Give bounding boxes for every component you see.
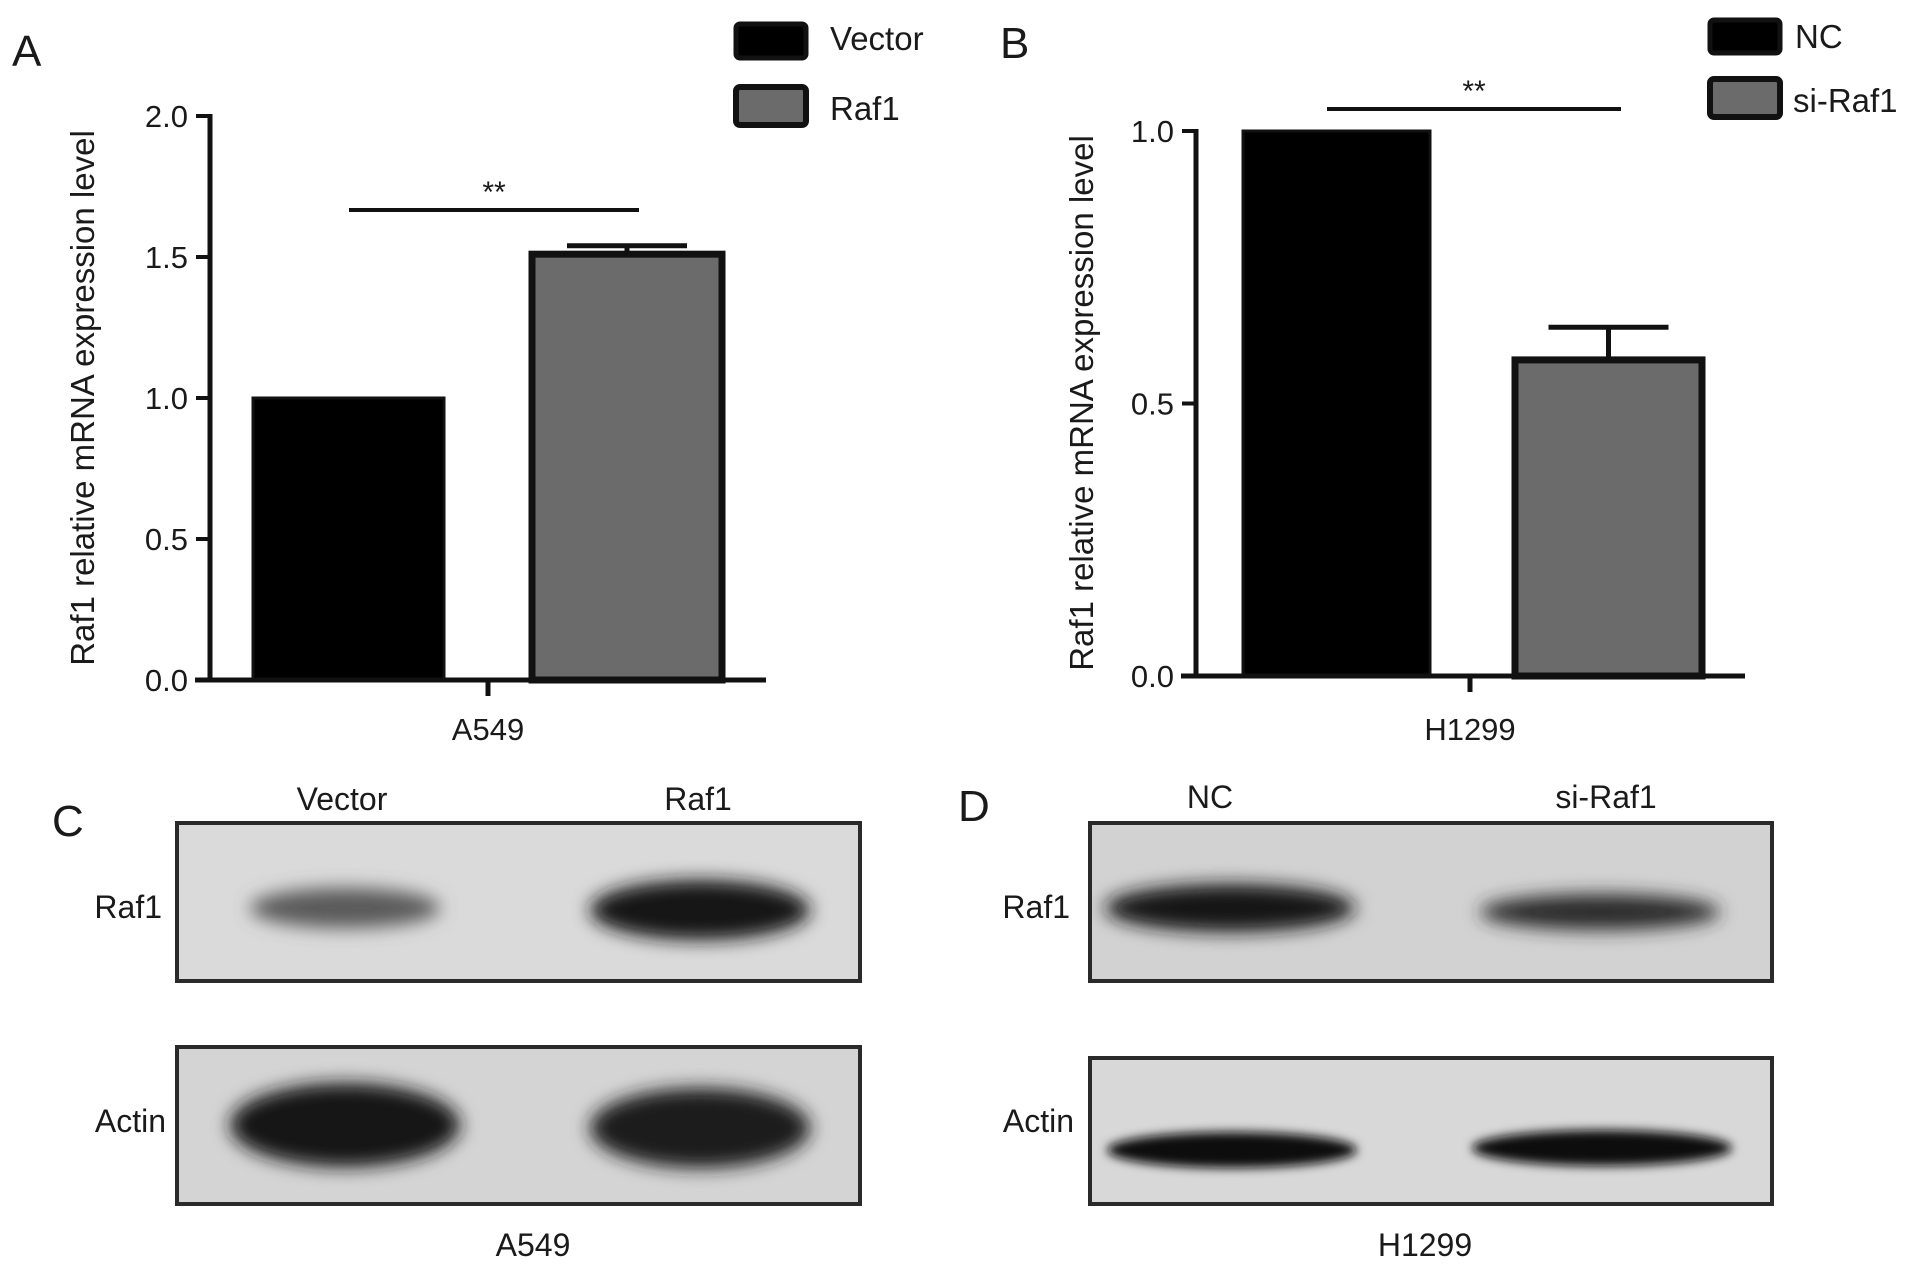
panel-label-d: D	[958, 782, 990, 831]
legend-swatch-vector	[733, 21, 809, 61]
panel-d: D NC si-Raf1 Raf1 Actin H1299	[958, 779, 1774, 1263]
y-tick-label: 1.0	[145, 381, 188, 416]
panel-label-c: C	[52, 797, 84, 846]
significance-label: **	[1462, 75, 1486, 108]
blot-caption-c: A549	[496, 1227, 571, 1263]
panel-label-b: B	[1000, 19, 1029, 68]
row-label-actin-d: Actin	[1003, 1103, 1074, 1139]
band-vector-raf1	[250, 888, 440, 928]
band-vector-actin	[230, 1083, 460, 1167]
x-axis-label-a: A549	[452, 712, 524, 747]
bar-vector	[251, 396, 446, 682]
legend-swatch-nc	[1707, 17, 1783, 56]
legend-label-nc: NC	[1795, 18, 1843, 55]
y-axis-label-a: Raf1 relative mRNA expression level	[64, 130, 101, 666]
plot-a: 0.0 0.5 1.0 1.5 2.0 **	[145, 99, 766, 698]
band-raf1-actin	[590, 1088, 810, 1168]
bar-raf1	[528, 250, 726, 684]
lane-label-nc: NC	[1187, 779, 1233, 815]
y-tick-label: 0.5	[145, 522, 188, 557]
row-label-raf1-d: Raf1	[1002, 889, 1070, 925]
blot-raf1-d	[1088, 821, 1774, 983]
band-si-raf1-raf1	[1480, 894, 1720, 930]
band-nc-actin	[1107, 1132, 1357, 1168]
band-raf1-raf1	[590, 880, 810, 940]
legend-a: Vector Raf1	[733, 20, 924, 128]
bar-si-raf1	[1511, 356, 1706, 680]
panel-b: B Raf1 relative mRNA expression level 0.…	[1000, 17, 1898, 747]
y-tick-label: 0.5	[1131, 387, 1174, 422]
bar-nc	[1241, 129, 1432, 678]
y-tick-label: 2.0	[145, 99, 188, 134]
legend-swatch-raf1	[733, 84, 809, 128]
legend-label-si-raf1: si-Raf1	[1793, 82, 1898, 119]
row-label-actin-c: Actin	[95, 1103, 166, 1139]
panel-c: C Vector Raf1 Raf1 Actin A549	[52, 781, 862, 1263]
y-tick-label: 0.0	[1131, 659, 1174, 694]
lane-label-si-raf1: si-Raf1	[1555, 779, 1656, 815]
legend-b: NC si-Raf1	[1707, 17, 1898, 120]
blot-actin-c	[175, 1045, 862, 1206]
y-axis-label-b: Raf1 relative mRNA expression level	[1063, 135, 1100, 671]
blot-actin-d	[1088, 1056, 1774, 1206]
legend-swatch-si-raf1	[1707, 76, 1783, 120]
band-nc-raf1	[1105, 884, 1355, 932]
row-label-raf1-c: Raf1	[94, 889, 162, 925]
legend-label-raf1: Raf1	[830, 90, 900, 127]
plot-b: 0.0 0.5 1.0 **	[1131, 75, 1745, 694]
y-tick-label: 1.5	[145, 240, 188, 275]
x-axis-label-b: H1299	[1424, 712, 1515, 747]
panel-a: A Raf1 relative mRNA expression level 0.…	[12, 20, 924, 747]
significance-label: **	[482, 176, 506, 209]
panel-label-a: A	[12, 27, 42, 76]
y-tick-label: 1.0	[1131, 114, 1174, 149]
y-tick-label: 0.0	[145, 663, 188, 698]
blot-raf1-c	[175, 821, 862, 983]
band-si-raf1-actin	[1472, 1130, 1732, 1166]
legend-label-vector: Vector	[830, 20, 924, 57]
blot-caption-d: H1299	[1378, 1227, 1472, 1263]
lane-label-raf1: Raf1	[664, 781, 732, 817]
lane-label-vector: Vector	[297, 781, 388, 817]
